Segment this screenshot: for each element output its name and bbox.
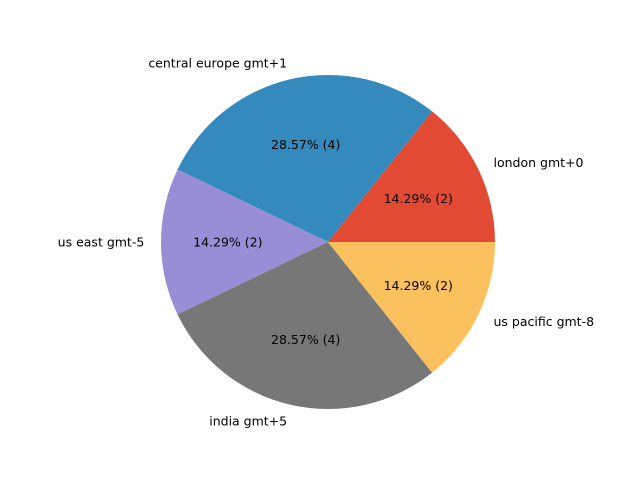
pie-slice bbox=[177, 74, 433, 243]
pie-slices bbox=[160, 74, 495, 410]
pie-percent-label: 14.29% (2) bbox=[384, 278, 453, 293]
pie-percent-label: 28.57% (4) bbox=[271, 137, 340, 152]
pie-percent-label: 14.29% (2) bbox=[384, 191, 453, 206]
pie-percent-label: 28.57% (4) bbox=[271, 332, 340, 347]
pie-slice bbox=[177, 242, 433, 410]
pie-percent-label: 14.29% (2) bbox=[193, 235, 262, 250]
pie-slice bbox=[328, 242, 495, 373]
pie-category-label: us east gmt-5 bbox=[58, 235, 145, 250]
pie-slice bbox=[160, 169, 328, 315]
pie-category-label: london gmt+0 bbox=[494, 155, 584, 170]
pie-category-label: india gmt+5 bbox=[209, 414, 287, 429]
pie-slice bbox=[328, 111, 495, 242]
pie-labels: 14.29% (2) london gmt+0 28.57% (4) central … bbox=[58, 55, 594, 428]
pie-category-label: us pacific gmt-8 bbox=[494, 314, 595, 329]
pie-category-label: central europe gmt+1 bbox=[148, 55, 287, 70]
